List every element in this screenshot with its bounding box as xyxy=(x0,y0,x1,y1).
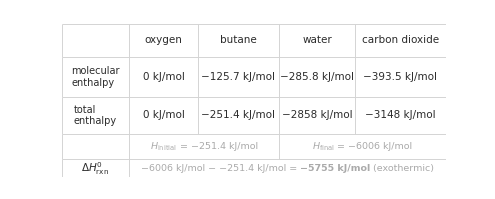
Text: −3148 kJ/mol: −3148 kJ/mol xyxy=(365,110,436,120)
Text: $\mathit{H}_{\mathrm{final}}$: $\mathit{H}_{\mathrm{final}}$ xyxy=(311,141,335,153)
Text: −251.4 kJ/mol: −251.4 kJ/mol xyxy=(201,110,275,120)
Text: butane: butane xyxy=(220,35,257,45)
Text: 0 kJ/mol: 0 kJ/mol xyxy=(143,110,185,120)
Text: carbon dioxide: carbon dioxide xyxy=(362,35,439,45)
Text: $\Delta H^0_{\mathrm{rxn}}$: $\Delta H^0_{\mathrm{rxn}}$ xyxy=(81,160,109,177)
Text: −5755 kJ/mol: −5755 kJ/mol xyxy=(300,164,370,173)
Text: water: water xyxy=(302,35,332,45)
Text: 0 kJ/mol: 0 kJ/mol xyxy=(143,72,185,82)
Text: (exothermic): (exothermic) xyxy=(370,164,434,173)
Text: −393.5 kJ/mol: −393.5 kJ/mol xyxy=(363,72,438,82)
Text: −2858 kJ/mol: −2858 kJ/mol xyxy=(282,110,352,120)
Text: = −251.4 kJ/mol: = −251.4 kJ/mol xyxy=(177,142,258,151)
Text: = −6006 kJ/mol: = −6006 kJ/mol xyxy=(335,142,412,151)
Text: −125.7 kJ/mol: −125.7 kJ/mol xyxy=(201,72,275,82)
Text: molecular
enthalpy: molecular enthalpy xyxy=(71,66,120,88)
Text: total
enthalpy: total enthalpy xyxy=(74,105,117,126)
Text: $\mathit{H}_{\mathrm{initial}}$: $\mathit{H}_{\mathrm{initial}}$ xyxy=(150,141,177,153)
Text: −285.8 kJ/mol: −285.8 kJ/mol xyxy=(280,72,354,82)
Text: −6006 kJ/mol − −251.4 kJ/mol =: −6006 kJ/mol − −251.4 kJ/mol = xyxy=(141,164,300,173)
Text: oxygen: oxygen xyxy=(145,35,183,45)
